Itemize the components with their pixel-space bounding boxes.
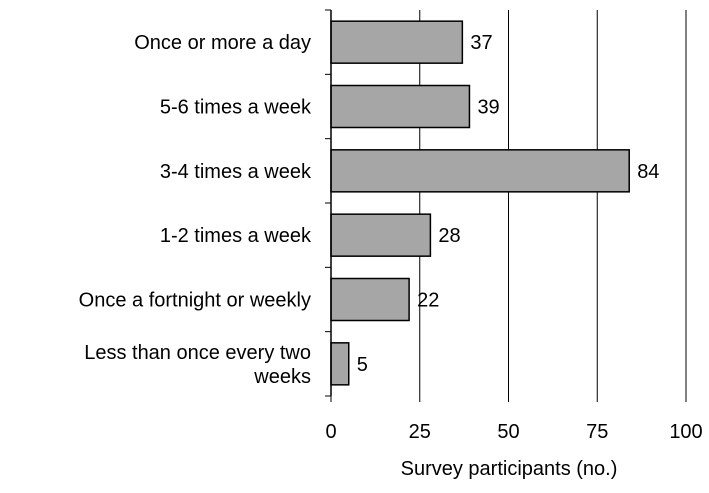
bar [330,342,350,386]
data-label: 84 [637,161,659,183]
axes [325,9,687,402]
data-label: 5 [357,354,368,376]
data-label: 39 [477,97,499,119]
category-label: 5-6 times a week [160,97,312,119]
category-label: 3-4 times a week [160,161,312,183]
data-label: 37 [470,32,492,54]
category-label: Once or more a day [134,32,311,54]
bar [330,149,630,193]
x-tick-label: 100 [669,421,702,443]
bar [330,277,410,322]
category-label: weeks [253,366,311,388]
x-tick-label: 50 [497,421,519,443]
data-label: 22 [417,290,439,312]
category-label: 1-2 times a week [160,225,312,247]
bar [330,213,432,257]
labels: 37 Once or more a day 39 5-6 times a week 84… [79,32,703,443]
gridlines [419,10,687,396]
bars [330,20,630,386]
category-label: Less than once every two [84,342,311,364]
x-tick-label: 25 [409,421,431,443]
bar [330,84,471,129]
data-label: 28 [438,225,460,247]
x-tick-label: 0 [325,421,336,443]
bar [330,20,464,64]
x-axis-title: Survey participants (no.) [401,458,618,480]
category-label: Once a fortnight or weekly [79,290,311,312]
x-tick-label: 75 [586,421,608,443]
